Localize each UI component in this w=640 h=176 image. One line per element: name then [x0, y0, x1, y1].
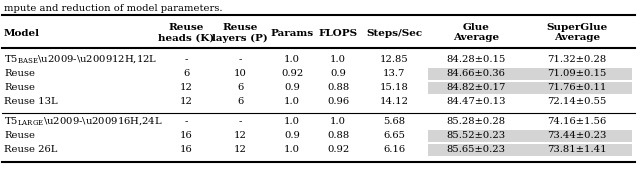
Text: -: -	[238, 118, 242, 127]
Text: 6.16: 6.16	[383, 146, 405, 155]
Text: 0.9: 0.9	[284, 131, 300, 140]
Text: Reuse: Reuse	[168, 24, 204, 33]
Text: -: -	[238, 55, 242, 64]
Text: FLOPS: FLOPS	[319, 29, 358, 37]
Text: 74.16±1.56: 74.16±1.56	[547, 118, 607, 127]
Text: 71.09±0.15: 71.09±0.15	[547, 70, 607, 78]
Text: 1.0: 1.0	[284, 118, 300, 127]
Text: Reuse 26L: Reuse 26L	[4, 146, 58, 155]
Text: 84.66±0.36: 84.66±0.36	[447, 70, 506, 78]
Text: 10: 10	[234, 70, 246, 78]
Bar	[428, 130, 632, 142]
Text: 13.7: 13.7	[383, 70, 405, 78]
Text: 12: 12	[234, 131, 246, 140]
Bar	[428, 82, 632, 94]
Text: 16: 16	[180, 146, 193, 155]
Text: 5.68: 5.68	[383, 118, 405, 127]
Text: 1.0: 1.0	[284, 98, 300, 106]
Text: -: -	[184, 118, 188, 127]
Text: Average: Average	[453, 33, 499, 42]
Text: Reuse: Reuse	[4, 131, 35, 140]
Text: 0.88: 0.88	[327, 83, 349, 93]
Text: 6: 6	[183, 70, 189, 78]
Text: 84.28±0.15: 84.28±0.15	[446, 55, 506, 64]
Text: 0.88: 0.88	[327, 131, 349, 140]
Text: 84.47±0.13: 84.47±0.13	[446, 98, 506, 106]
Text: 0.96: 0.96	[327, 98, 349, 106]
Text: 71.76±0.11: 71.76±0.11	[547, 83, 607, 93]
Text: 12: 12	[234, 146, 246, 155]
Text: 1.0: 1.0	[330, 118, 346, 127]
Text: Reuse: Reuse	[4, 83, 35, 93]
Text: Reuse 13L: Reuse 13L	[4, 98, 58, 106]
Text: 12: 12	[180, 83, 193, 93]
Text: Glue: Glue	[463, 24, 490, 33]
Text: 73.81±1.41: 73.81±1.41	[547, 146, 607, 155]
Text: 14.12: 14.12	[380, 98, 408, 106]
Text: 1.0: 1.0	[284, 55, 300, 64]
Text: 1.0: 1.0	[284, 146, 300, 155]
Text: 85.28±0.28: 85.28±0.28	[447, 118, 506, 127]
Text: Reuse: Reuse	[222, 24, 258, 33]
Text: 12.85: 12.85	[380, 55, 408, 64]
Text: heads (K): heads (K)	[158, 33, 214, 42]
Text: layers (P): layers (P)	[212, 33, 268, 43]
Text: 0.92: 0.92	[281, 70, 303, 78]
Text: 0.92: 0.92	[327, 146, 349, 155]
Text: 72.14±0.55: 72.14±0.55	[547, 98, 607, 106]
Text: T5$_{\mathregular{LARGE}}$\u2009-\u200916H,24L: T5$_{\mathregular{LARGE}}$\u2009-\u20091…	[4, 116, 163, 128]
Text: 73.44±0.23: 73.44±0.23	[547, 131, 607, 140]
Text: 16: 16	[180, 131, 193, 140]
Text: Steps/Sec: Steps/Sec	[366, 29, 422, 37]
Text: 1.0: 1.0	[330, 55, 346, 64]
Text: T5$_{\mathregular{BASE}}$\u2009-\u200912H,12L: T5$_{\mathregular{BASE}}$\u2009-\u200912…	[4, 54, 157, 66]
Text: Reuse: Reuse	[4, 70, 35, 78]
Bar	[428, 68, 632, 80]
Text: 0.9: 0.9	[284, 83, 300, 93]
Text: SuperGlue: SuperGlue	[547, 24, 607, 33]
Text: Model: Model	[4, 29, 40, 37]
Text: Params: Params	[271, 29, 314, 37]
Text: 12: 12	[180, 98, 193, 106]
Text: 15.18: 15.18	[380, 83, 408, 93]
Bar	[428, 144, 632, 156]
Text: 84.82±0.17: 84.82±0.17	[446, 83, 506, 93]
Text: 71.32±0.28: 71.32±0.28	[547, 55, 607, 64]
Text: Average: Average	[554, 33, 600, 42]
Text: 0.9: 0.9	[330, 70, 346, 78]
Text: -: -	[184, 55, 188, 64]
Text: 6: 6	[237, 83, 243, 93]
Text: 6: 6	[237, 98, 243, 106]
Text: mpute and reduction of model parameters.: mpute and reduction of model parameters.	[4, 4, 223, 13]
Text: 6.65: 6.65	[383, 131, 405, 140]
Text: 85.65±0.23: 85.65±0.23	[447, 146, 506, 155]
Text: 85.52±0.23: 85.52±0.23	[447, 131, 506, 140]
